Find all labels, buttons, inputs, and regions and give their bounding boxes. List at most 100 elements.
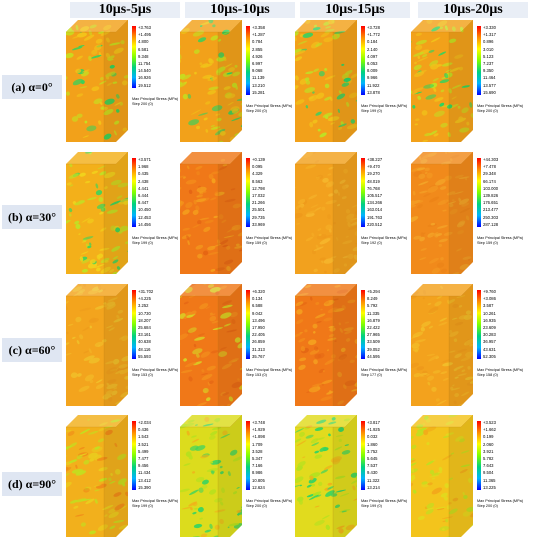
colorbar-tick-label: 0.095 <box>252 164 263 170</box>
colorbar-tick-label: 22.405 <box>252 332 265 338</box>
stress-contour-block <box>180 414 243 537</box>
colorbar-tick-label: 3.752 <box>367 448 378 454</box>
contour-cell-1-3: +3.728 +1.772 0.184 2.140 4.097 6.053 8.009 9.9… <box>293 18 407 146</box>
colorbar-tick-label: 4.329 <box>252 171 263 177</box>
colorbar-tick-label: +1.925 <box>367 427 380 433</box>
stress-contour-block <box>66 19 129 142</box>
colorbar-tick-label: +6.320 <box>252 289 265 294</box>
colorbar-tick-label: +1.929 <box>252 427 265 433</box>
colorbar-tick-label: 176.651 <box>483 200 499 206</box>
colorbar-tick-label: 4.097 <box>367 53 378 59</box>
colorbar-tick-label: 12.798 <box>252 185 265 191</box>
stress-contour-block <box>411 414 474 537</box>
color-legend: +9.760 +3.086 3.587 10.261 16.935 23.609 30.28… <box>477 288 527 405</box>
contour-cell-4-3: +3.817 +1.925 0.032 1.860 3.752 5.645 7.537 9.4… <box>293 413 407 541</box>
color-legend: +3.330 +1.317 0.896 3.010 5.123 7.237 9.350 11.… <box>477 24 527 141</box>
colorbar-tick-label: 13.412 <box>138 477 151 483</box>
colorbar-tick-label: 8.563 <box>252 178 263 184</box>
colorbar-tick-label: 39.052 <box>367 346 380 352</box>
colorbar-ticks: +38.227 +9.470 19.270 48.019 76.768 105.517 13… <box>367 156 382 228</box>
colorbar-tick-label: 17.950 <box>252 324 265 330</box>
legend-step: Step 153 (0) <box>246 373 267 377</box>
colorbar-tick-label: 33.509 <box>367 339 380 345</box>
legend-step: Step 199 (0) <box>361 504 382 508</box>
colorbar-ticks: +6.320 0.134 6.588 9.042 13.496 17.950 22.405 2… <box>252 288 265 360</box>
colorbar-tick-label: 44.595 <box>367 353 380 359</box>
colorbar <box>132 421 136 490</box>
colorbar <box>246 158 250 227</box>
legend-caption: Max Principal Stress (MPa) Step 199 (0) <box>132 499 178 509</box>
colorbar-tick-label: 139.826 <box>483 192 499 198</box>
legend-quantity: Max Principal Stress (MPa) <box>477 499 523 503</box>
colorbar-tick-label: 5.792 <box>367 303 378 309</box>
legend-step: Step 200 (0) <box>477 109 498 113</box>
legend-step: Step 200 (0) <box>246 504 267 508</box>
legend-quantity: Max Principal Stress (MPa) <box>132 96 178 101</box>
colorbar-tick-label: 29.348 <box>483 171 496 177</box>
colorbar-tick-label: +3.817 <box>367 420 380 425</box>
colorbar-ticks: +3.748 +1.929 +1.898 1.709 3.528 5.347 7.166 8.… <box>252 419 265 491</box>
colorbar-tick-label: 21.266 <box>252 200 265 206</box>
colorbar-tick-label: +1.287 <box>252 32 265 38</box>
legend-quantity: Max Principal Stress (MPa) <box>361 236 407 240</box>
colorbar-tick-label: 0.896 <box>483 39 494 45</box>
colorbar <box>246 26 250 95</box>
colorbar-ticks: +44.303 +7.478 29.348 66.174 103.000 139.826 1… <box>483 156 498 228</box>
legend-step: Step 159 (0) <box>246 241 267 245</box>
colorbar-tick-label: 43.631 <box>483 346 496 352</box>
colorbar-tick-label: +1.662 <box>483 427 496 433</box>
colorbar-tick-label: 11.139 <box>252 75 265 81</box>
colorbar-tick-label: +3.763 <box>138 25 151 30</box>
contour-cell-3-4: +9.760 +3.086 3.587 10.261 16.935 23.609 30.28… <box>409 282 523 410</box>
colorbar-tick-label: 4.926 <box>252 53 263 59</box>
legend-quantity: Max Principal Stress (MPa) <box>361 499 407 503</box>
legend-caption: Max Principal Stress (MPa) Step 158 (0) <box>477 368 523 378</box>
row-label-d: (d) α=90° <box>2 472 62 496</box>
colorbar-tick-label: 0.784 <box>252 39 263 45</box>
colorbar-tick-label: 16.926 <box>138 75 151 81</box>
colorbar <box>246 421 250 490</box>
colorbar-tick-label: 163.014 <box>367 207 383 213</box>
colorbar-tick-label: 10.730 <box>138 310 151 316</box>
colorbar-ticks: +3.763 +1.495 4.800 6.581 9.348 11.754 14.540 1… <box>138 24 151 89</box>
contour-cell-2-1: +3.571 1.968 0.435 2.438 4.441 6.444 8.447 10.4… <box>64 150 178 278</box>
colorbar <box>132 158 136 227</box>
color-legend: +5.294 8.249 5.792 11.335 16.879 22.422 27.965… <box>361 289 411 405</box>
colorbar-tick-label: +3.571 <box>138 157 151 162</box>
contour-cell-4-4: +3.523 +1.662 0.199 2.060 3.921 5.782 7.643 9.5… <box>409 413 523 541</box>
colorbar-ticks: +9.760 +3.086 3.587 10.261 16.935 23.609 30.28… <box>483 288 496 360</box>
colorbar-tick-label: 9.456 <box>138 463 149 469</box>
color-legend: +3.358 +1.287 0.784 2.855 4.926 6.997 9.068 11.… <box>246 25 296 141</box>
colorbar-tick-label: 9.350 <box>483 68 494 74</box>
colorbar-tick-label: 7.237 <box>483 60 494 66</box>
legend-caption: Max Principal Stress (MPa) Step 159 (0) <box>477 236 523 246</box>
colorbar-tick-label: +5.294 <box>367 289 380 294</box>
stress-contour-block <box>66 414 129 537</box>
colorbar-tick-label: 55.593 <box>138 353 151 359</box>
contour-cell-2-4: +44.303 +7.478 29.348 66.174 103.000 139.826 1… <box>409 150 523 278</box>
colorbar-ticks: +3.817 +1.925 0.032 1.860 3.752 5.645 7.537 9.4… <box>367 419 380 491</box>
colorbar-tick-label: 36.957 <box>483 339 496 345</box>
column-header-4: 10μs-20μs <box>418 2 528 18</box>
colorbar-tick-label: 16.935 <box>483 317 496 323</box>
colorbar-tick-label: 0.199 <box>483 434 494 440</box>
colorbar-tick-label: 5.123 <box>483 53 494 59</box>
colorbar-tick-label: 5.645 <box>367 455 378 461</box>
legend-step: Step 200 (0) <box>246 109 267 113</box>
legend-step: Step 177 (0) <box>361 373 382 377</box>
color-legend: +3.728 +1.772 0.184 2.140 4.097 6.053 8.009 9.9… <box>361 25 411 141</box>
colorbar-tick-label: 11.464 <box>483 75 496 81</box>
legend-quantity: Max Principal Stress (MPa) <box>246 104 292 108</box>
colorbar-tick-label: 287.128 <box>483 221 499 227</box>
contour-cell-1-1: +3.763 +1.495 4.800 6.581 9.348 11.754 14.540 1… <box>64 18 178 146</box>
colorbar-tick-label: 0.435 <box>138 171 149 177</box>
colorbar-tick-label: 1.709 <box>252 441 263 447</box>
stress-contour-block <box>180 19 243 142</box>
colorbar-tick-label: +1.495 <box>138 32 151 38</box>
colorbar-tick-label: 1.860 <box>367 441 378 447</box>
colorbar <box>132 26 136 88</box>
colorbar-tick-label: 15.390 <box>138 484 151 490</box>
colorbar-tick-label: 30.283 <box>483 332 496 338</box>
colorbar-ticks: +3.330 +1.317 0.896 3.010 5.123 7.237 9.350 11.… <box>483 24 496 96</box>
colorbar-tick-label: 5.499 <box>138 448 149 454</box>
